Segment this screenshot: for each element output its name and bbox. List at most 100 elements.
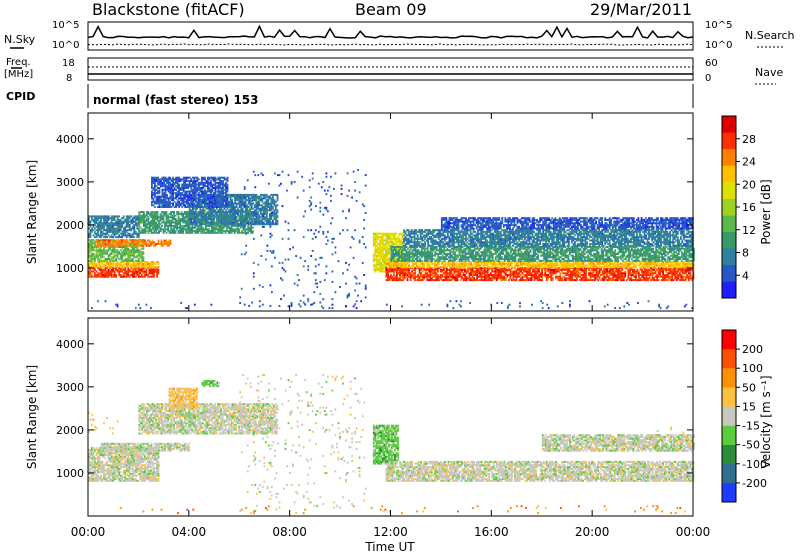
- data-cell: [171, 228, 174, 231]
- data-cell: [238, 211, 241, 214]
- data-cell: [133, 262, 136, 265]
- data-cell: [190, 180, 193, 183]
- data-cell: [168, 241, 170, 244]
- data-cell: [133, 247, 136, 250]
- data-cell: [554, 272, 557, 275]
- data-cell: [191, 228, 194, 231]
- data-cell: [113, 249, 116, 252]
- data-cell: [166, 195, 168, 198]
- data-cell: [152, 226, 154, 229]
- data-cell: [124, 262, 127, 265]
- data-cell: [220, 212, 223, 215]
- data-cell: [136, 270, 139, 273]
- data-cell: [91, 252, 93, 255]
- data-cell: [173, 224, 175, 227]
- data-cell: [147, 228, 150, 231]
- data-cell: [140, 258, 143, 261]
- data-cell: [125, 225, 128, 228]
- data-cell: [164, 214, 166, 217]
- data-cell: [141, 231, 144, 234]
- data-cell: [116, 218, 119, 221]
- data-cell: [167, 224, 169, 227]
- data-cell: [124, 232, 127, 235]
- data-cell: [207, 212, 209, 215]
- data-cell: [107, 215, 110, 218]
- data-cell: [100, 268, 102, 271]
- data-cell: [140, 264, 143, 267]
- data-cell: [164, 212, 166, 215]
- data-cell: [193, 197, 196, 200]
- data-cell: [125, 258, 128, 261]
- data-cell: [112, 243, 114, 245]
- data-cell: [133, 230, 136, 233]
- data-cell: [150, 262, 152, 265]
- data-cell: [159, 243, 161, 245]
- data-cell: [480, 267, 483, 270]
- data-cell: [202, 195, 205, 198]
- data-cell: [178, 183, 180, 186]
- data-cell: [194, 212, 197, 215]
- data-cell: [150, 272, 152, 275]
- data-cell: [184, 197, 187, 200]
- data-cell: [153, 268, 155, 271]
- data-cell: [121, 224, 124, 227]
- data-cell: [124, 268, 127, 271]
- data-cell: [97, 225, 99, 228]
- data-cell: [139, 230, 142, 233]
- data-cell: [122, 230, 125, 233]
- data-cell: [190, 209, 193, 212]
- data-cell: [121, 264, 124, 267]
- data-cell: [226, 211, 229, 214]
- data-cell: [103, 261, 105, 264]
- data-cell: [92, 268, 95, 271]
- data-cell: [153, 261, 155, 264]
- data-cell: [121, 259, 124, 262]
- data-cell: [159, 212, 162, 215]
- data-cell: [100, 264, 102, 267]
- data-cell: [122, 266, 125, 269]
- data-cell: [98, 264, 101, 267]
- data-cell: [156, 228, 159, 231]
- data-cell: [112, 274, 114, 276]
- data-cell: [200, 223, 203, 226]
- data-cell: [121, 232, 124, 235]
- data-cell: [395, 237, 398, 240]
- data-cell: [138, 216, 141, 219]
- data-cell: [272, 195, 274, 198]
- data-cell: [124, 243, 127, 245]
- data-cell: [94, 272, 96, 275]
- data-cell: [140, 266, 143, 269]
- data-cell: [94, 262, 96, 265]
- data-cell: [166, 180, 168, 183]
- data-cell: [131, 232, 134, 235]
- data-cell: [145, 262, 148, 265]
- data-cell: [125, 243, 128, 245]
- data-cell: [134, 217, 137, 220]
- data-cell: [173, 214, 175, 217]
- data-cell: [128, 229, 131, 232]
- data-cell: [121, 220, 124, 223]
- data-cell: [116, 239, 119, 242]
- data-cell: [100, 220, 102, 223]
- data-cell: [112, 262, 114, 265]
- data-cell: [97, 272, 99, 275]
- data-cell: [109, 262, 111, 265]
- data-cell: [136, 225, 139, 228]
- data-cell: [172, 195, 174, 198]
- data-cell: [107, 261, 110, 264]
- data-cell: [121, 239, 124, 242]
- data-cell: [106, 217, 108, 220]
- data-cell: [152, 223, 154, 226]
- data-cell: [112, 267, 114, 270]
- data-cell: [101, 254, 104, 257]
- data-cell: [165, 239, 167, 242]
- data-cell: [94, 275, 96, 278]
- data-cell: [144, 219, 147, 222]
- data-cell: [100, 244, 102, 247]
- data-cell: [226, 230, 228, 233]
- data-cell: [98, 262, 101, 265]
- data-cell: [95, 256, 98, 259]
- data-cell: [171, 224, 174, 227]
- data-cell: [152, 214, 154, 217]
- data-cell: [118, 218, 121, 221]
